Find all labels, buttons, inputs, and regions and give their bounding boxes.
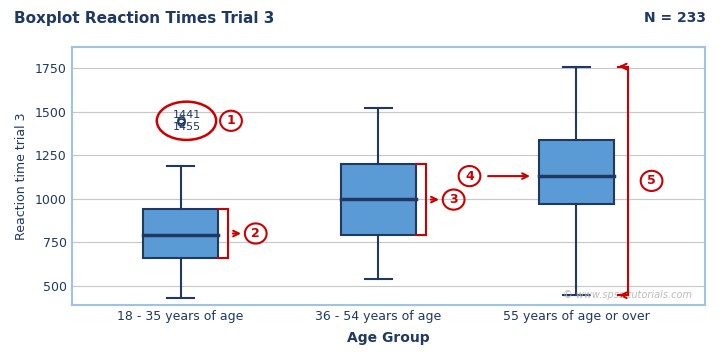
Bar	[143, 209, 218, 258]
Text: 1441: 1441	[172, 109, 201, 120]
Bar	[341, 164, 416, 235]
Text: 1: 1	[227, 114, 235, 127]
Text: 1455: 1455	[172, 122, 201, 132]
Text: 4: 4	[465, 170, 474, 183]
Y-axis label: Reaction time trial 3: Reaction time trial 3	[15, 112, 28, 240]
Text: N = 233: N = 233	[644, 11, 706, 25]
Text: Boxplot Reaction Times Trial 3: Boxplot Reaction Times Trial 3	[14, 11, 275, 26]
Text: 5: 5	[647, 174, 656, 188]
Bar	[539, 140, 614, 204]
Text: © www.spss-tutorials.com: © www.spss-tutorials.com	[563, 290, 693, 300]
Text: 2: 2	[251, 227, 260, 240]
Text: 3: 3	[449, 193, 458, 206]
X-axis label: Age Group: Age Group	[347, 331, 430, 345]
